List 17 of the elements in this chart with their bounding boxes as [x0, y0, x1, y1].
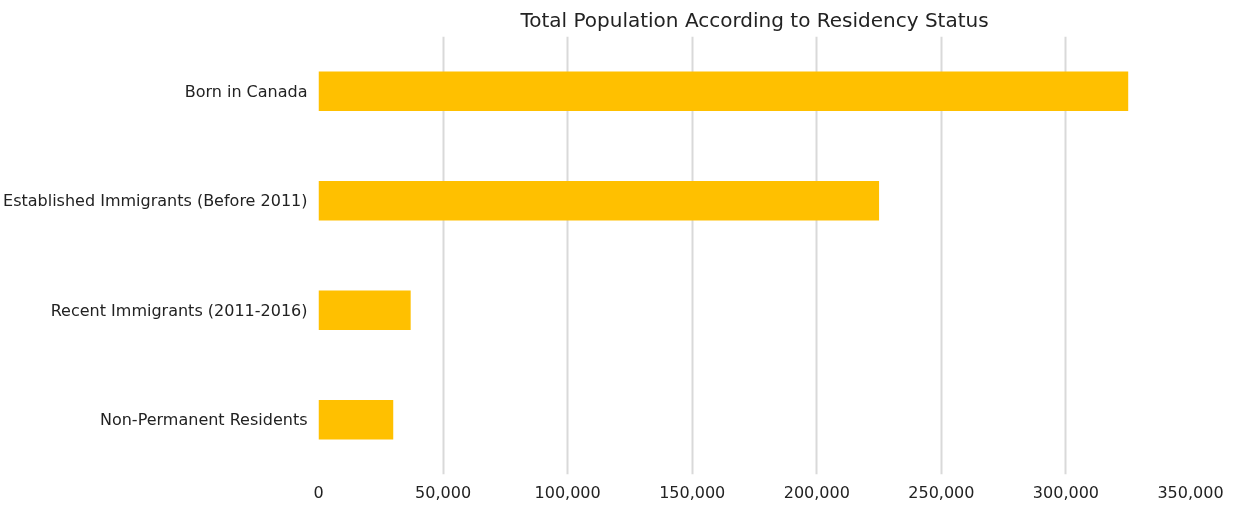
x-tick-label: 200,000	[783, 482, 850, 502]
x-tick-label: 350,000	[1157, 482, 1224, 502]
bar	[318, 400, 394, 440]
x-tick-label: 250,000	[908, 482, 975, 502]
x-tick-label: 300,000	[1032, 482, 1100, 502]
x-tick-label: 0	[313, 482, 324, 502]
chart-title: Total Population According to Residency Status	[519, 7, 989, 32]
bar	[318, 71, 1129, 111]
y-tick-label: Recent Immigrants (2011-2016)	[50, 300, 308, 320]
y-tick-label: Established Immigrants (Before 2011)	[3, 191, 308, 211]
x-tick-label: 150,000	[659, 482, 726, 502]
bar	[318, 290, 411, 330]
x-tick-label: 100,000	[534, 482, 601, 502]
x-tick-label: 50,000	[415, 482, 472, 502]
bar	[318, 181, 880, 221]
y-tick-label: Born in Canada	[184, 81, 308, 101]
y-tick-label: Non-Permanent Residents	[99, 410, 308, 430]
